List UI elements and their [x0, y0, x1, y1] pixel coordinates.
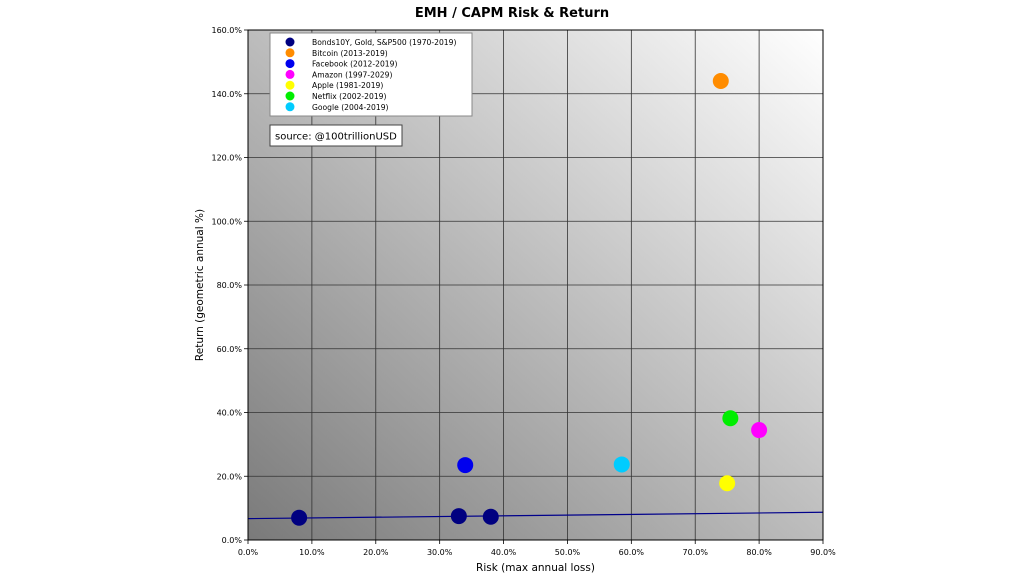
scatter-point [719, 475, 736, 492]
y-tick-label: 100.0% [211, 217, 242, 226]
scatter-point [457, 457, 474, 474]
y-tick-label: 140.0% [211, 90, 242, 99]
y-axis-ticks: 0.0% 20.0% 40.0% 60.0% 80.0% 100.0% 120.0% 140.… [211, 26, 248, 545]
scatter-point [751, 422, 768, 439]
y-tick-label: 160.0% [211, 26, 242, 35]
legend-marker [285, 59, 295, 69]
scatter-point [613, 456, 630, 473]
plot-frame [247, 29, 824, 541]
y-tick-label: 60.0% [217, 345, 243, 354]
x-tick-label: 40.0% [491, 548, 517, 557]
scatter-point [450, 508, 467, 525]
x-tick-label: 30.0% [427, 548, 453, 557]
legend-label: Netflix (2002-2019) [312, 92, 386, 101]
y-axis-label: Return (geometric annual %) [194, 209, 206, 361]
legend-label: Google (2004-2019) [312, 103, 389, 112]
trend-line [247, 511, 824, 520]
y-tick-label: 80.0% [217, 281, 243, 290]
legend-label: Apple (1981-2019) [312, 81, 383, 90]
legend-items: Bonds10Y, Gold, S&P500 (1970-2019) Bitcoi… [285, 37, 456, 112]
x-tick-label: 90.0% [810, 548, 836, 557]
scatter-point [291, 509, 308, 526]
legend-marker [285, 102, 295, 112]
legend-box [269, 32, 473, 117]
y-tick-label: 20.0% [217, 472, 243, 481]
trend-line-group [247, 511, 824, 520]
legend-marker [285, 91, 295, 101]
legend-marker [285, 69, 295, 79]
legend-marker [285, 37, 295, 47]
x-tick-label: 80.0% [746, 548, 772, 557]
source-annotation-text: source: @100trillionUSD [275, 132, 397, 143]
legend-label: Amazon (1997-2029) [312, 70, 392, 79]
legend-label: Facebook (2012-2019) [312, 60, 397, 69]
x-tick-label: 60.0% [619, 548, 645, 557]
x-tick-label: 10.0% [299, 548, 325, 557]
x-tick-label: 0.0% [238, 548, 259, 557]
legend-marker [285, 80, 295, 90]
legend-label: Bitcoin (2013-2019) [312, 49, 388, 58]
y-tick-label: 40.0% [217, 409, 243, 418]
source-annotation: source: @100trillionUSD [269, 124, 403, 147]
scatter-point [722, 410, 739, 427]
x-axis-ticks: 0.0% 10.0% 20.0% 30.0% 40.0% 50.0% 60.0% 70.0% 8… [238, 540, 836, 557]
legend-label: Bonds10Y, Gold, S&P500 (1970-2019) [312, 38, 456, 47]
source-annotation-box [269, 124, 403, 147]
x-tick-label: 70.0% [683, 548, 709, 557]
y-tick-label: 120.0% [211, 154, 242, 163]
scatter-points [291, 73, 768, 526]
x-axis-label: Risk (max annual loss) [476, 562, 595, 574]
chart-title: EMH / CAPM Risk & Return [415, 6, 609, 21]
scatter-point [712, 73, 729, 89]
y-tick-label: 0.0% [222, 536, 243, 545]
legend: Bonds10Y, Gold, S&P500 (1970-2019) Bitcoi… [269, 32, 473, 117]
x-tick-label: 50.0% [555, 548, 581, 557]
legend-marker [285, 48, 295, 58]
scatter-point [482, 508, 499, 525]
x-tick-label: 20.0% [363, 548, 389, 557]
